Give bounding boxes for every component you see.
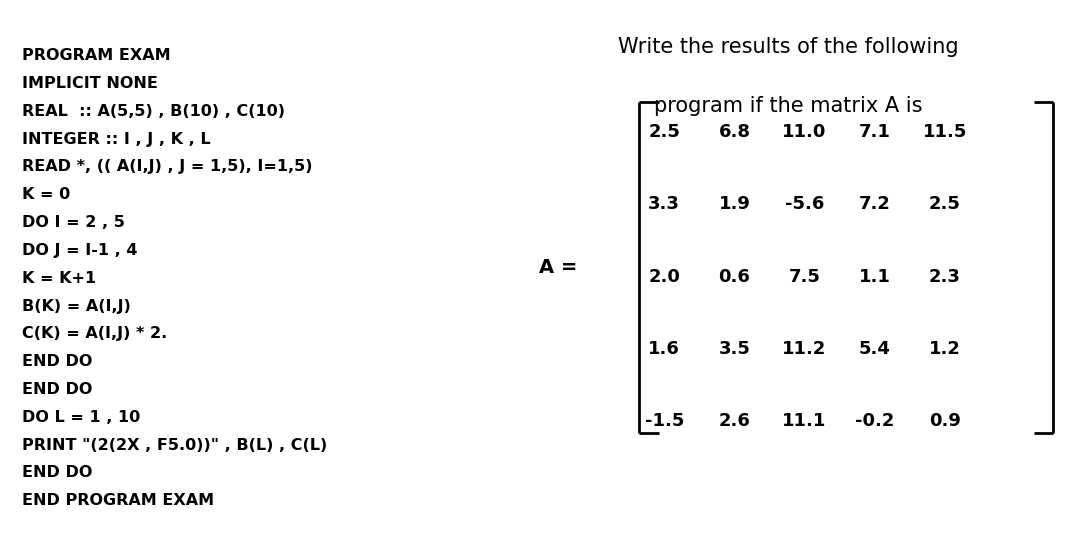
- Text: 1.1: 1.1: [859, 268, 891, 286]
- Text: -0.2: -0.2: [855, 412, 894, 430]
- Text: 2.5: 2.5: [648, 123, 680, 141]
- Text: 2.5: 2.5: [929, 195, 961, 213]
- Text: -1.5: -1.5: [645, 412, 684, 430]
- Text: 5.4: 5.4: [859, 340, 891, 358]
- Text: 1.9: 1.9: [718, 195, 751, 213]
- Text: 11.0: 11.0: [782, 123, 827, 141]
- Text: 1.2: 1.2: [929, 340, 961, 358]
- Text: INTEGER :: I , J , K , L: INTEGER :: I , J , K , L: [22, 132, 211, 147]
- Text: 11.1: 11.1: [782, 412, 827, 430]
- Text: 2.0: 2.0: [648, 268, 680, 286]
- Text: -5.6: -5.6: [785, 195, 824, 213]
- Text: 0.9: 0.9: [929, 412, 961, 430]
- Text: K = K+1: K = K+1: [22, 271, 96, 286]
- Text: 3.3: 3.3: [648, 195, 680, 213]
- Text: 6.8: 6.8: [718, 123, 751, 141]
- Text: END DO: END DO: [22, 354, 92, 369]
- Text: 7.1: 7.1: [859, 123, 891, 141]
- Text: DO I = 2 , 5: DO I = 2 , 5: [22, 215, 124, 230]
- Text: 3.5: 3.5: [718, 340, 751, 358]
- Text: 2.3: 2.3: [929, 268, 961, 286]
- Text: Write the results of the following: Write the results of the following: [618, 37, 959, 57]
- Text: 7.5: 7.5: [788, 268, 821, 286]
- Text: END PROGRAM EXAM: END PROGRAM EXAM: [22, 493, 214, 508]
- Text: READ *, (( A(I,J) , J = 1,5), I=1,5): READ *, (( A(I,J) , J = 1,5), I=1,5): [22, 159, 312, 174]
- Text: END DO: END DO: [22, 382, 92, 397]
- Text: IMPLICIT NONE: IMPLICIT NONE: [22, 76, 158, 91]
- Text: 2.6: 2.6: [718, 412, 751, 430]
- Text: 0.6: 0.6: [718, 268, 751, 286]
- Text: 1.6: 1.6: [648, 340, 680, 358]
- Text: PROGRAM EXAM: PROGRAM EXAM: [22, 48, 171, 63]
- Text: B(K) = A(I,J): B(K) = A(I,J): [22, 299, 131, 314]
- Text: K = 0: K = 0: [22, 187, 70, 202]
- Text: 11.2: 11.2: [782, 340, 827, 358]
- Text: A =: A =: [539, 258, 578, 277]
- Text: END DO: END DO: [22, 465, 92, 480]
- Text: 7.2: 7.2: [859, 195, 891, 213]
- Text: PRINT "(2(2X , F5.0))" , B(L) , C(L): PRINT "(2(2X , F5.0))" , B(L) , C(L): [22, 438, 327, 453]
- Text: DO J = I-1 , 4: DO J = I-1 , 4: [22, 243, 137, 258]
- Text: program if the matrix A is: program if the matrix A is: [654, 96, 922, 116]
- Text: 11.5: 11.5: [922, 123, 968, 141]
- Text: REAL  :: A(5,5) , B(10) , C(10): REAL :: A(5,5) , B(10) , C(10): [22, 104, 285, 119]
- Text: C(K) = A(I,J) * 2.: C(K) = A(I,J) * 2.: [22, 326, 166, 341]
- Text: DO L = 1 , 10: DO L = 1 , 10: [22, 410, 139, 425]
